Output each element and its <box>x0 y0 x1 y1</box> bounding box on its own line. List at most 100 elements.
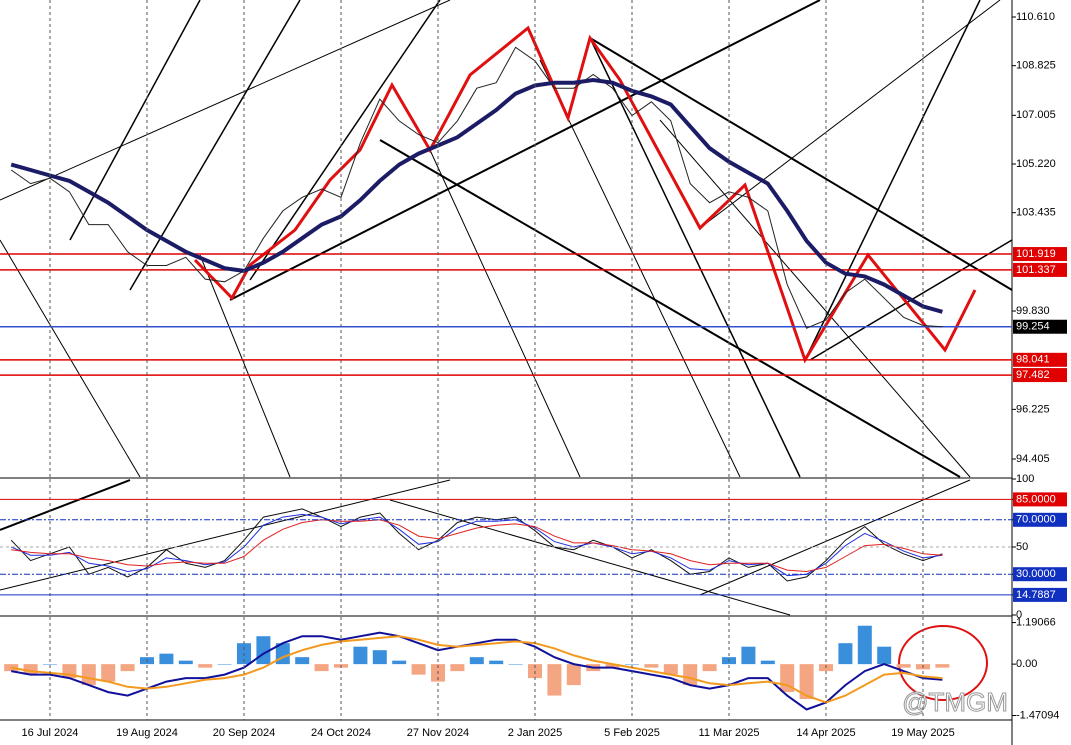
histogram-bar <box>392 660 407 665</box>
tick-label-bg <box>1013 567 1067 582</box>
x-tick-label: 24 Oct 2024 <box>311 727 371 739</box>
histogram-bar <box>625 664 639 665</box>
histogram-bar <box>178 660 193 665</box>
trend-line <box>129 0 301 291</box>
histogram-bar <box>23 664 38 675</box>
level-label: 101.337 <box>1016 264 1056 276</box>
histogram-bar <box>43 664 57 665</box>
y-tick-label: 50 <box>1016 541 1028 553</box>
series-line <box>11 519 943 573</box>
y-tick-label: 85.0000 <box>1016 493 1056 505</box>
x-tick-label: 19 Aug 2024 <box>116 727 178 739</box>
histogram-bar <box>566 664 581 686</box>
x-tick-label: 20 Sep 2024 <box>213 727 275 739</box>
series-line <box>11 631 943 711</box>
tick-label-bg <box>1013 512 1067 527</box>
trend-line <box>0 479 131 531</box>
histogram-bar <box>353 646 368 665</box>
series-line <box>11 513 943 577</box>
trend-line <box>229 0 821 301</box>
y-tick-label: 103.435 <box>1016 207 1056 219</box>
histogram-bar <box>81 664 96 686</box>
trend-line <box>804 0 981 361</box>
y-tick-label: 96.225 <box>1016 403 1050 415</box>
level-label-bg <box>1013 352 1067 367</box>
trend-line <box>589 37 801 478</box>
histogram-bar <box>857 625 872 665</box>
trend-line <box>699 0 1001 229</box>
series-line <box>10 508 943 582</box>
histogram-bar <box>838 643 853 665</box>
x-tick-label: 5 Feb 2025 <box>604 727 660 739</box>
histogram-bar <box>217 664 232 665</box>
y-tick-label: 0 <box>1016 609 1022 621</box>
y-tick-label: -1.47094 <box>1016 709 1059 721</box>
x-tick-label: 19 May 2025 <box>891 727 955 739</box>
level-label-bg <box>1013 368 1067 383</box>
trend-line <box>429 149 581 478</box>
level-label: 99.254 <box>1016 321 1050 333</box>
trend-line <box>0 479 451 591</box>
trend-line <box>0 0 451 201</box>
wave-drawing <box>193 25 977 364</box>
histogram-bar <box>101 664 116 682</box>
histogram-bar <box>547 664 562 696</box>
histogram-bar <box>663 664 678 675</box>
highlight-circle <box>898 625 988 701</box>
level-label: 101.919 <box>1016 248 1056 260</box>
tick-label-bg <box>1013 492 1067 507</box>
x-tick-label: 16 Jul 2024 <box>22 727 79 739</box>
x-tick-label: 11 Mar 2025 <box>699 727 760 739</box>
trend-line <box>0 239 141 478</box>
histogram-bar <box>683 664 698 686</box>
level-label: 97.482 <box>1016 369 1050 381</box>
histogram-bar <box>295 657 310 665</box>
level-label-bg <box>1013 319 1067 334</box>
histogram-bar <box>605 664 620 668</box>
y-tick-label: 107.005 <box>1016 109 1056 121</box>
y-tick-label: 108.825 <box>1016 60 1056 72</box>
y-tick-label: 1.19066 <box>1016 616 1056 628</box>
watermark: @TMGM <box>902 687 1008 717</box>
y-tick-label: 110.610 <box>1016 11 1055 23</box>
tick-label-bg <box>1013 587 1067 602</box>
trend-line <box>659 119 971 478</box>
histogram-bar <box>799 664 814 700</box>
y-tick-label: 100 <box>1016 473 1034 485</box>
histogram-bar <box>411 664 426 675</box>
histogram-bar <box>877 646 892 665</box>
histogram-bar <box>372 650 387 665</box>
y-tick-label: 30.0000 <box>1016 568 1056 580</box>
y-tick-label: 94.405 <box>1016 453 1050 465</box>
trend-line <box>199 254 291 478</box>
y-tick-label: 0.00 <box>1016 658 1037 670</box>
histogram-bar <box>314 664 329 672</box>
y-tick-label: 70.0000 <box>1016 514 1056 526</box>
histogram-bar <box>644 664 659 668</box>
trend-line <box>699 479 971 596</box>
y-tick-label: 14.7887 <box>1016 589 1056 601</box>
level-label-bg <box>1013 262 1067 277</box>
x-tick-label: 2 Jan 2025 <box>508 727 562 739</box>
histogram-bar <box>935 664 950 668</box>
y-tick-label: 105.220 <box>1016 158 1056 170</box>
trend-line <box>69 0 201 241</box>
trend-line <box>389 499 791 616</box>
histogram-bar <box>159 653 174 665</box>
histogram-bar <box>760 660 775 665</box>
x-tick-label: 27 Nov 2024 <box>407 727 469 739</box>
y-tick-label: 99.830 <box>1016 305 1050 317</box>
series-line <box>10 46 943 329</box>
histogram-bar <box>741 646 756 665</box>
histogram-bar <box>198 664 213 668</box>
histogram-bar <box>896 664 911 668</box>
histogram-bar <box>450 664 465 672</box>
histogram-bar <box>120 664 135 672</box>
trend-line <box>249 0 441 281</box>
level-label-bg <box>1013 247 1067 262</box>
trend-line <box>539 59 741 478</box>
histogram-bar <box>489 660 504 665</box>
histogram-bar <box>508 664 523 665</box>
histogram-bar <box>469 657 484 665</box>
